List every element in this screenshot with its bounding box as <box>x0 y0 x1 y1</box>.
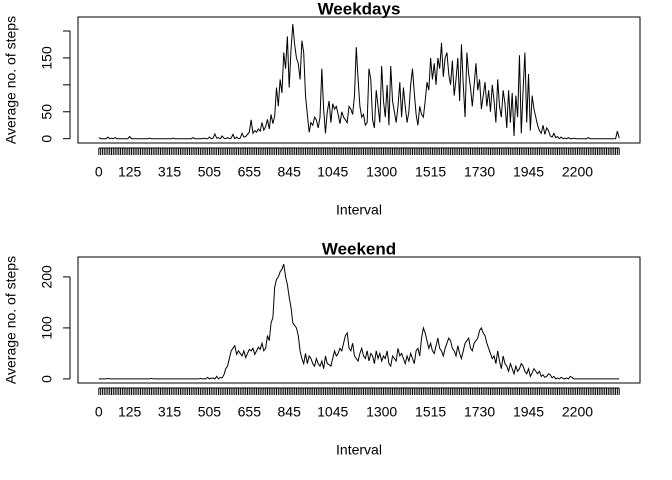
plot-box <box>77 256 641 384</box>
x-tick-label: 655 <box>238 404 262 420</box>
x-tick-label: 1730 <box>464 404 495 420</box>
x-tick-label: 0 <box>95 164 103 180</box>
y-tick-label: 200 <box>39 265 55 289</box>
y-tick-label: 100 <box>39 316 55 340</box>
y-axis-label: Average no. of steps <box>3 256 19 384</box>
x-tick-label: 845 <box>278 164 302 180</box>
x-tick-label: 315 <box>158 404 182 420</box>
x-tick-label: 655 <box>238 164 262 180</box>
x-axis-label: Interval <box>336 202 382 218</box>
chart-title: Weekdays <box>318 0 401 18</box>
y-tick-label: 150 <box>39 46 55 70</box>
x-tick-label: 505 <box>198 404 222 420</box>
y-tick-label: 0 <box>39 375 55 383</box>
x-tick-label: 1515 <box>415 164 446 180</box>
plot-box <box>77 16 641 144</box>
x-tick-label: 1945 <box>513 404 544 420</box>
data-line <box>98 263 620 380</box>
x-axis-label: Interval <box>336 442 382 458</box>
x-tick-label: 1045 <box>317 164 348 180</box>
data-line <box>98 23 620 140</box>
x-tick-label: 1300 <box>366 164 397 180</box>
x-tick-label: 125 <box>118 164 142 180</box>
y-tick-label: 0 <box>39 135 55 143</box>
y-tick-label: 50 <box>39 104 55 120</box>
y-axis-label: Average no. of steps <box>3 16 19 144</box>
x-tick-label: 2200 <box>562 164 593 180</box>
chart-title: Weekend <box>322 239 396 258</box>
x-tick-label: 1515 <box>415 404 446 420</box>
x-tick-label: 315 <box>158 164 182 180</box>
x-tick-label: 845 <box>278 404 302 420</box>
x-tick-label: 0 <box>95 404 103 420</box>
x-tick-label: 1300 <box>366 404 397 420</box>
x-tick-label: 1730 <box>464 164 495 180</box>
x-tick-label: 1045 <box>317 404 348 420</box>
x-tick-label: 505 <box>198 164 222 180</box>
x-tick-label: 1945 <box>513 164 544 180</box>
x-tick-label: 2200 <box>562 404 593 420</box>
x-tick-label: 125 <box>118 404 142 420</box>
